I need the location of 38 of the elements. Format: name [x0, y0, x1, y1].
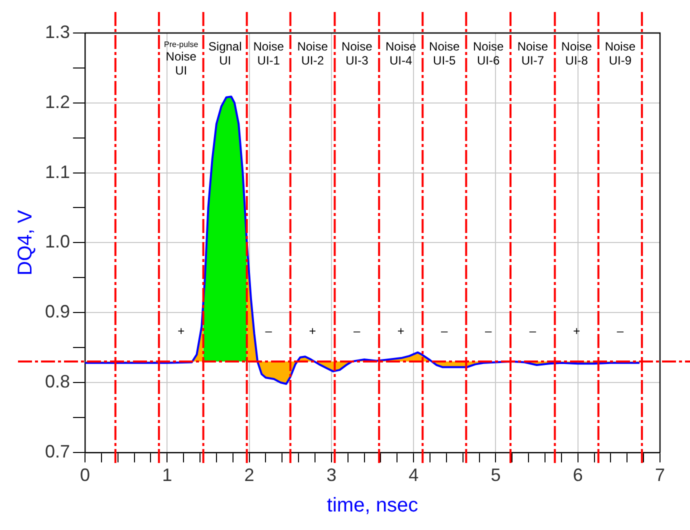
annotation: – [441, 324, 448, 338]
y-axis-title: DQ4, V [14, 209, 37, 276]
y-tick-label: 0.9 [44, 302, 70, 322]
x-tick-label: 3 [326, 465, 336, 486]
annotation: + [573, 324, 580, 338]
annotation: – [354, 324, 361, 338]
annotation: Noise UI-1 [253, 39, 284, 68]
annotation: Noise UI-7 [517, 39, 548, 68]
y-tick-label: 1.0 [44, 232, 70, 252]
annotation: Noise UI-2 [297, 39, 328, 68]
annotation: – [484, 324, 492, 338]
annotation: Noise UI-9 [604, 39, 636, 68]
x-tick-label: 7 [654, 465, 666, 486]
annotation: Noise UI-4 [386, 39, 417, 68]
y-tick-label: 0.7 [44, 441, 70, 462]
annotation: Noise UI-8 [561, 39, 592, 68]
annotation: Noise UI-5 [429, 39, 460, 68]
x-tick-label: 2 [244, 465, 254, 486]
y-tick-label: 1.2 [44, 92, 70, 112]
annotation: – [616, 324, 624, 338]
annotation: + [178, 324, 185, 338]
annotation: – [529, 324, 536, 338]
annotation: + [309, 324, 316, 338]
annotation: Noise UI-6 [472, 39, 504, 68]
annotation: Signal UI [208, 39, 242, 68]
annotation: Pre-pulse Noise UI [164, 40, 199, 78]
x-axis-title: time, nsec [326, 494, 418, 517]
y-tick-label: 1.3 [44, 22, 70, 42]
y-tick-label: 1.1 [44, 162, 70, 182]
x-tick-label: 1 [162, 465, 172, 486]
y-tick-label: 0.8 [44, 371, 70, 392]
x-tick-label: 0 [80, 465, 90, 486]
annotation: Noise UI-3 [342, 39, 373, 68]
x-tick-label: 4 [408, 465, 419, 486]
annotation: + [397, 324, 404, 338]
annotation: – [265, 324, 272, 338]
x-tick-label: 6 [572, 465, 583, 486]
x-tick-label: 5 [490, 465, 501, 486]
